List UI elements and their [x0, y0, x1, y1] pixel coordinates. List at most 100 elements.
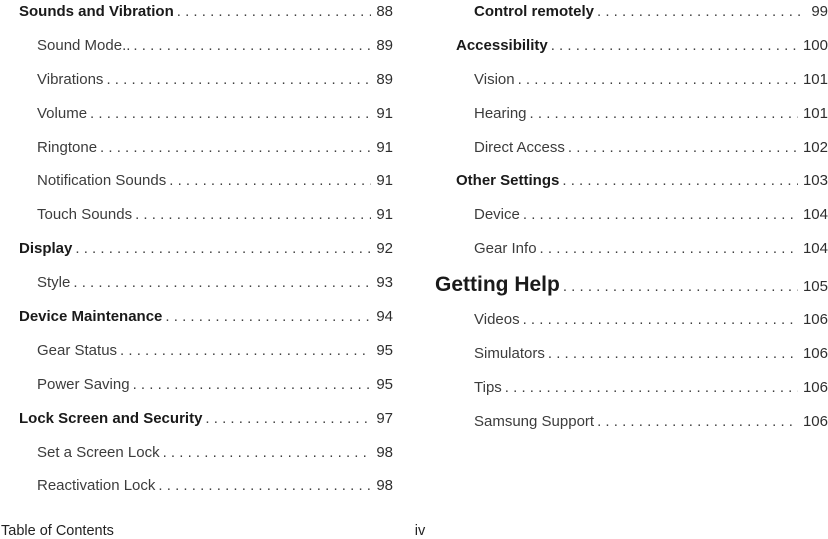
toc-entry[interactable]: Videos 106: [435, 303, 828, 337]
dot-leader: [163, 436, 372, 470]
toc-entry-label[interactable]: Simulators: [474, 345, 545, 363]
toc-entry-label[interactable]: Vision: [474, 70, 515, 88]
dot-leader: [133, 368, 372, 402]
toc-entry[interactable]: Control remotely 99: [435, 0, 828, 29]
toc-entry-label[interactable]: Reactivation Lock: [37, 477, 156, 495]
toc-entry[interactable]: Direct Access 102: [435, 131, 828, 165]
toc-column-right: Control remotely 99 Accessibility 100 Vision…: [435, 0, 828, 439]
toc-entry-page-number: 100: [802, 36, 828, 54]
page-footer: Table of Contents iv: [0, 519, 828, 539]
dot-leader: [568, 131, 798, 165]
toc-entry-label[interactable]: Lock Screen and Security: [19, 409, 203, 427]
dot-leader: [73, 266, 371, 300]
toc-entry[interactable]: Tips 106: [435, 371, 828, 405]
toc-entry-label[interactable]: Direct Access: [474, 138, 565, 156]
toc-entry[interactable]: Simulators 106: [435, 337, 828, 371]
toc-entry[interactable]: Style 93: [19, 266, 393, 300]
toc-entry[interactable]: Notification Sounds 91: [19, 164, 393, 198]
toc-entry-label[interactable]: Ringtone: [37, 138, 98, 156]
footer-section-title: Table of Contents: [1, 522, 114, 539]
toc-entry[interactable]: Ringtone 91: [19, 131, 393, 165]
toc-entry-page-number: 106: [802, 412, 828, 430]
dot-leader: [518, 63, 798, 97]
toc-entry-label[interactable]: Notification Sounds: [37, 172, 167, 190]
toc-entry-label[interactable]: Other Settings: [456, 172, 560, 190]
toc-entry[interactable]: Hearing 101: [435, 97, 828, 131]
dot-leader: [177, 0, 372, 29]
toc-entry[interactable]: Other Settings 103: [435, 164, 828, 198]
toc-entry-label[interactable]: Sounds and Vibration: [19, 3, 174, 20]
toc-entry[interactable]: Device 104: [435, 198, 828, 232]
dot-leader: [205, 402, 371, 436]
dot-leader: [551, 29, 798, 63]
toc-entry[interactable]: Accessibility 100: [435, 29, 828, 63]
toc-entry-label[interactable]: Getting Help: [435, 273, 560, 297]
dot-leader: [597, 0, 806, 29]
toc-entry-page-number: 97: [376, 409, 393, 427]
toc-entry-page-number: 106: [802, 311, 828, 329]
toc-entry-label[interactable]: Device Maintenance: [19, 308, 163, 326]
toc-entry-page-number: 101: [802, 104, 828, 122]
toc-entry[interactable]: Lock Screen and Security 97: [19, 402, 393, 436]
dot-leader: [90, 97, 371, 131]
toc-entry[interactable]: Set a Screen Lock 98: [19, 436, 393, 470]
toc-entry-label[interactable]: Tips: [474, 378, 502, 396]
toc-entry[interactable]: Power Saving 95: [19, 368, 393, 402]
footer-page-number: iv: [414, 522, 426, 539]
toc-entry-page-number: 98: [376, 477, 393, 495]
toc-entry[interactable]: Samsung Support 106: [435, 405, 828, 439]
toc-entry[interactable]: Touch Sounds 91: [19, 198, 393, 232]
dot-leader: [523, 198, 798, 232]
toc-entry[interactable]: Vibrations 89: [19, 63, 393, 97]
dot-leader: [106, 63, 371, 97]
toc-entry-page-number: 103: [802, 172, 828, 190]
toc-entry-page-number: 91: [376, 138, 393, 156]
toc-entry[interactable]: Device Maintenance 94: [19, 300, 393, 334]
toc-entry-page-number: 105: [802, 278, 828, 296]
toc-entry[interactable]: Vision 101: [435, 63, 828, 97]
toc-entry-page-number: 94: [376, 308, 393, 326]
toc-entry-page-number: 99: [811, 3, 828, 20]
dot-leader: [100, 131, 371, 165]
dot-leader: [562, 164, 798, 198]
dot-leader: [169, 164, 371, 198]
toc-entry-page-number: 95: [376, 375, 393, 393]
toc-entry-label[interactable]: Power Saving: [37, 375, 130, 393]
toc-entry-label[interactable]: Display: [19, 240, 73, 258]
toc-entry-label[interactable]: Sound Mode..: [37, 36, 131, 54]
dot-leader: [165, 300, 371, 334]
toc-entry-label[interactable]: Vibrations: [37, 70, 104, 88]
toc-entry-label[interactable]: Touch Sounds: [37, 206, 133, 224]
toc-entry-page-number: 104: [802, 206, 828, 224]
toc-entry-label[interactable]: Accessibility: [456, 36, 548, 54]
toc-entry-label[interactable]: Volume: [37, 104, 88, 122]
dot-leader: [548, 337, 798, 371]
dot-leader: [158, 469, 371, 503]
toc-entry-label[interactable]: Gear Info: [474, 240, 537, 258]
toc-entry-label[interactable]: Device: [474, 206, 520, 224]
toc-entry-page-number: 104: [802, 240, 828, 258]
toc-entry[interactable]: Gear Info 104: [435, 232, 828, 266]
toc-entry-label[interactable]: Hearing: [474, 104, 527, 122]
toc-entry-page-number: 89: [376, 70, 393, 88]
toc-entry[interactable]: Reactivation Lock 98: [19, 469, 393, 503]
toc-entry[interactable]: Gear Status 95: [19, 334, 393, 368]
toc-entry-label[interactable]: Style: [37, 274, 71, 292]
toc-entry[interactable]: Display 92: [19, 232, 393, 266]
toc-entry-label[interactable]: Samsung Support: [474, 412, 595, 430]
toc-entry[interactable]: Volume 91: [19, 97, 393, 131]
toc-entry-page-number: 102: [802, 138, 828, 156]
toc-entry-page-number: 91: [376, 172, 393, 190]
toc-entry-page-number: 106: [802, 378, 828, 396]
dot-leader: [505, 371, 798, 405]
toc-entry-label[interactable]: Videos: [474, 311, 520, 329]
toc-entry-label[interactable]: Set a Screen Lock: [37, 443, 160, 461]
toc-entry-label[interactable]: Control remotely: [474, 3, 595, 20]
dot-leader: [540, 232, 798, 266]
toc-entry-page-number: 88: [376, 3, 393, 20]
toc-entry[interactable]: Getting Help 105: [435, 266, 828, 303]
toc-entry[interactable]: Sound Mode.. 89: [19, 29, 393, 63]
toc-entry-label[interactable]: Gear Status: [37, 341, 118, 359]
toc-entry[interactable]: Sounds and Vibration 88: [19, 0, 393, 29]
